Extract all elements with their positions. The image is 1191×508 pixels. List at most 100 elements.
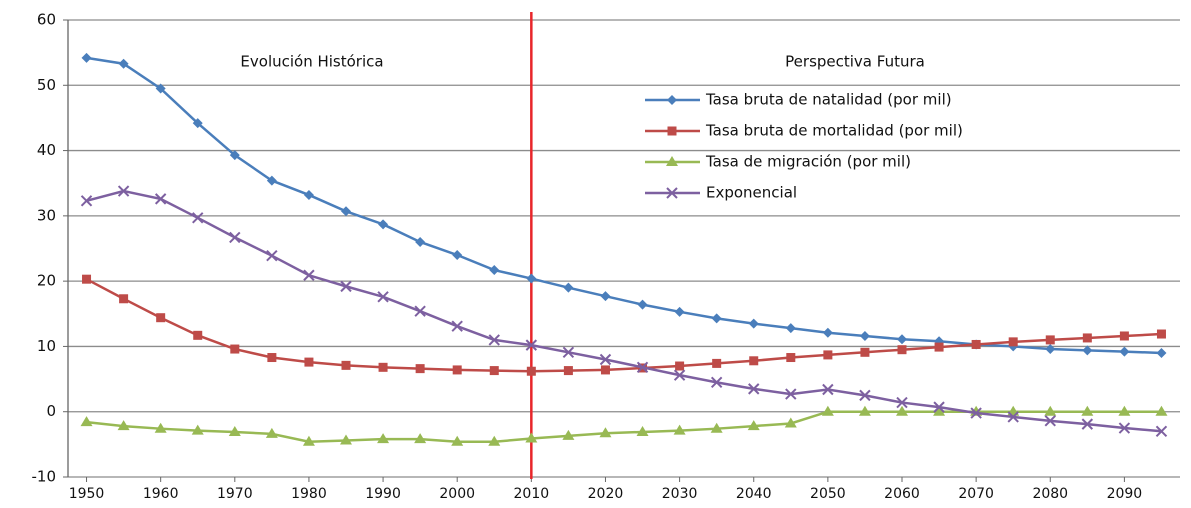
marker <box>675 361 685 371</box>
x-tick-label: 2010 <box>514 486 550 502</box>
marker <box>934 342 944 352</box>
marker <box>488 435 501 446</box>
y-tick-label: 20 <box>37 272 56 290</box>
marker <box>228 425 241 436</box>
marker <box>1045 344 1056 355</box>
x-tick-label: 2050 <box>810 486 846 502</box>
marker <box>378 219 389 230</box>
marker <box>785 323 796 334</box>
marker <box>82 274 92 284</box>
marker <box>452 365 462 375</box>
marker <box>896 396 908 409</box>
marker <box>673 424 686 435</box>
legend-label: Tasa bruta de mortalidad (por mil) <box>705 122 963 140</box>
x-tick-label: 2020 <box>588 486 624 502</box>
marker <box>526 273 537 284</box>
y-tick-label: 0 <box>46 402 56 420</box>
marker <box>636 425 649 436</box>
marker <box>1155 405 1168 416</box>
marker <box>156 313 166 323</box>
x-tick-label: 2000 <box>439 486 475 502</box>
marker <box>897 334 907 345</box>
marker <box>341 206 351 217</box>
marker <box>266 249 278 262</box>
marker <box>1007 411 1019 423</box>
marker <box>822 327 833 338</box>
marker <box>674 306 685 317</box>
x-tick-label: 2070 <box>958 486 994 502</box>
marker <box>1081 405 1094 416</box>
x-tick-label: 1970 <box>217 486 253 502</box>
marker <box>562 346 575 359</box>
marker <box>1119 346 1130 357</box>
marker <box>303 189 314 200</box>
marker <box>81 52 92 63</box>
marker <box>267 353 277 363</box>
marker <box>304 357 314 367</box>
marker <box>378 362 388 372</box>
marker <box>1156 347 1167 358</box>
marker <box>414 305 426 317</box>
marker <box>712 358 722 368</box>
marker <box>749 356 759 366</box>
marker <box>933 401 945 413</box>
x-tick-label: 2090 <box>1107 486 1143 502</box>
marker <box>860 347 870 357</box>
marker <box>229 150 240 161</box>
x-tick-label: 1980 <box>291 486 327 502</box>
series-line <box>85 278 1162 373</box>
marker <box>302 435 315 446</box>
marker <box>452 250 463 261</box>
marker <box>192 118 203 129</box>
marker <box>377 291 389 303</box>
marker <box>748 383 760 395</box>
marker <box>636 361 649 374</box>
y-tick-label: -10 <box>32 468 57 486</box>
marker <box>377 433 390 444</box>
marker <box>1118 422 1131 434</box>
marker <box>563 282 574 293</box>
x-tick-label: 2060 <box>884 486 920 502</box>
marker <box>1044 415 1056 427</box>
marker <box>785 388 797 400</box>
marker <box>859 330 870 341</box>
legend-label: Tasa de migración (por mil) <box>705 153 911 171</box>
marker <box>666 156 678 166</box>
marker <box>1081 418 1094 430</box>
marker <box>489 366 499 376</box>
marker <box>154 193 167 205</box>
marker <box>822 383 834 396</box>
marker <box>341 360 351 370</box>
marker <box>525 339 538 351</box>
legend-label: Exponencial <box>706 184 797 202</box>
x-tick-label: 2040 <box>736 486 772 502</box>
marker <box>265 427 278 438</box>
marker <box>1118 405 1131 416</box>
marker <box>821 405 834 416</box>
marker <box>1082 345 1093 356</box>
marker <box>118 58 129 69</box>
marker <box>488 334 500 346</box>
y-tick-label: 40 <box>37 141 56 159</box>
marker <box>117 420 130 431</box>
marker <box>526 366 536 376</box>
series-line <box>86 410 1162 444</box>
marker <box>340 434 352 445</box>
marker <box>340 280 352 293</box>
marker <box>637 299 648 310</box>
marker <box>229 231 241 244</box>
marker <box>489 265 500 276</box>
marker <box>600 365 610 375</box>
marker <box>710 376 723 389</box>
marker <box>897 345 907 355</box>
marker <box>667 95 677 105</box>
x-tick-label: 2030 <box>662 486 698 502</box>
marker <box>896 405 908 416</box>
marker <box>80 416 93 427</box>
annotation: Evolución Histórica <box>240 53 383 71</box>
marker <box>303 269 315 281</box>
marker <box>266 175 277 186</box>
marker <box>80 195 93 207</box>
marker <box>823 350 833 360</box>
